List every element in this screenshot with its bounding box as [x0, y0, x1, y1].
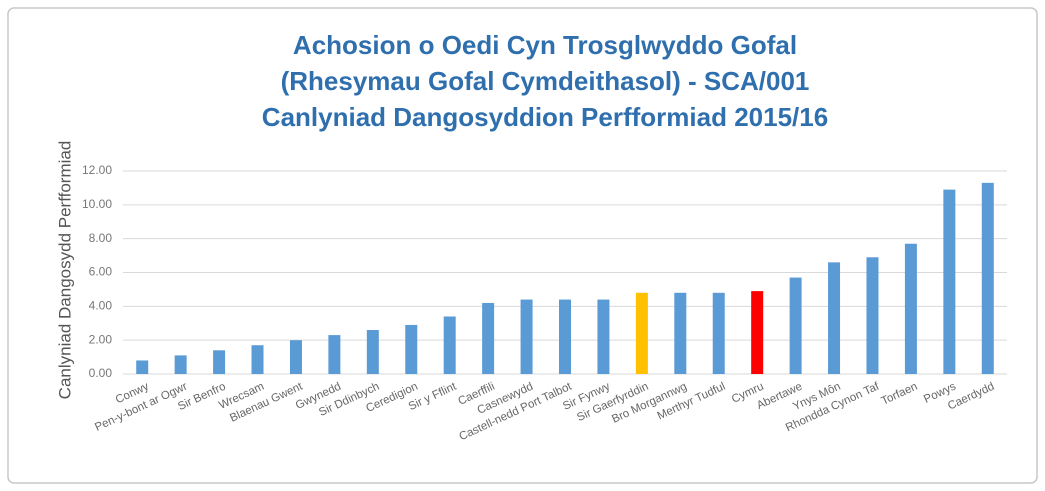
y-tick-label: 2.00	[89, 332, 113, 346]
chart-title: Achosion o Oedi Cyn Trosglwyddo Gofal	[293, 30, 797, 60]
y-tick-label: 4.00	[89, 299, 113, 313]
bar	[597, 299, 610, 374]
chart-title: Canlyniad Dangosyddion Perfformiad 2015/…	[262, 102, 828, 132]
bar	[559, 299, 571, 374]
y-tick-label: 10.00	[82, 197, 112, 211]
y-axis-label: Canlyniad Dangosydd Perfformiad	[55, 141, 74, 400]
bar	[674, 292, 687, 374]
y-tick-label: 12.00	[82, 163, 112, 177]
y-tick-label: 0.00	[89, 366, 113, 380]
chart-title: (Rhesymau Gofal Cymdeithasol) - SCA/001	[281, 66, 810, 96]
bar	[213, 350, 226, 374]
bar	[789, 277, 802, 374]
bar	[904, 243, 917, 374]
bar	[251, 345, 264, 374]
bar	[136, 360, 149, 374]
bar	[405, 324, 418, 374]
bar	[482, 302, 495, 374]
bar	[174, 355, 187, 374]
bar	[943, 189, 956, 374]
y-tick-label: 8.00	[89, 231, 113, 245]
bar	[981, 182, 994, 374]
bar	[866, 257, 879, 374]
bar	[328, 335, 341, 374]
bar	[443, 316, 456, 374]
bar	[520, 299, 533, 374]
chart-border	[7, 7, 1038, 484]
bar	[366, 330, 379, 374]
bar	[751, 291, 764, 374]
y-tick-label: 6.00	[89, 265, 113, 279]
bar	[635, 292, 648, 374]
bar	[828, 262, 841, 374]
bar	[289, 340, 302, 374]
bar	[712, 292, 725, 374]
